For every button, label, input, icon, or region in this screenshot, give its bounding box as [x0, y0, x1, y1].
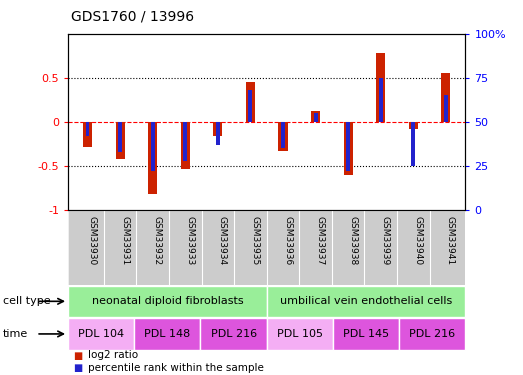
Text: GSM33938: GSM33938 — [348, 216, 357, 265]
Bar — [399, 318, 465, 350]
Bar — [311, 111, 320, 122]
Bar — [86, 122, 89, 136]
Text: time: time — [3, 329, 28, 339]
Text: PDL 145: PDL 145 — [343, 329, 389, 339]
Bar — [68, 286, 267, 317]
Text: PDL 105: PDL 105 — [277, 329, 323, 339]
Bar — [83, 122, 92, 147]
Bar — [441, 74, 450, 122]
Text: cell type: cell type — [3, 296, 50, 306]
Text: GDS1760 / 13996: GDS1760 / 13996 — [71, 9, 194, 23]
Text: PDL 104: PDL 104 — [78, 329, 124, 339]
Bar — [151, 122, 155, 171]
Text: PDL 216: PDL 216 — [211, 329, 257, 339]
Bar — [148, 122, 157, 194]
Bar — [200, 318, 267, 350]
Bar — [216, 122, 220, 145]
Text: GSM33940: GSM33940 — [413, 216, 423, 265]
Bar — [134, 318, 200, 350]
Text: umbilical vein endothelial cells: umbilical vein endothelial cells — [280, 296, 452, 306]
Bar — [213, 122, 222, 136]
Text: GSM33935: GSM33935 — [251, 216, 259, 265]
Bar — [379, 78, 383, 122]
Bar — [412, 122, 415, 166]
Text: ■: ■ — [73, 363, 83, 373]
Bar — [267, 286, 465, 317]
Bar — [246, 82, 255, 122]
Bar — [68, 318, 134, 350]
Bar — [346, 122, 350, 171]
Text: GSM33931: GSM33931 — [120, 216, 129, 265]
Bar — [333, 318, 399, 350]
Bar — [444, 96, 448, 122]
Bar — [184, 122, 187, 160]
Bar — [314, 113, 317, 122]
Text: GSM33932: GSM33932 — [153, 216, 162, 265]
Bar — [278, 122, 288, 151]
Bar — [248, 90, 253, 122]
Text: ■: ■ — [73, 351, 83, 360]
Text: neonatal diploid fibroblasts: neonatal diploid fibroblasts — [92, 296, 243, 306]
Text: PDL 216: PDL 216 — [410, 329, 456, 339]
Text: GSM33934: GSM33934 — [218, 216, 227, 265]
Bar — [281, 122, 285, 148]
Text: GSM33930: GSM33930 — [87, 216, 97, 265]
Bar — [181, 122, 190, 169]
Bar — [409, 122, 418, 129]
Bar — [344, 122, 353, 175]
Text: PDL 148: PDL 148 — [144, 329, 190, 339]
Text: GSM33937: GSM33937 — [315, 216, 325, 265]
Text: GSM33936: GSM33936 — [283, 216, 292, 265]
Bar — [267, 318, 333, 350]
Text: GSM33933: GSM33933 — [185, 216, 194, 265]
Bar — [376, 53, 385, 122]
Text: GSM33939: GSM33939 — [381, 216, 390, 265]
Bar — [116, 122, 124, 159]
Bar — [118, 122, 122, 152]
Text: percentile rank within the sample: percentile rank within the sample — [88, 363, 264, 373]
Text: log2 ratio: log2 ratio — [88, 351, 138, 360]
Text: GSM33941: GSM33941 — [446, 216, 455, 265]
